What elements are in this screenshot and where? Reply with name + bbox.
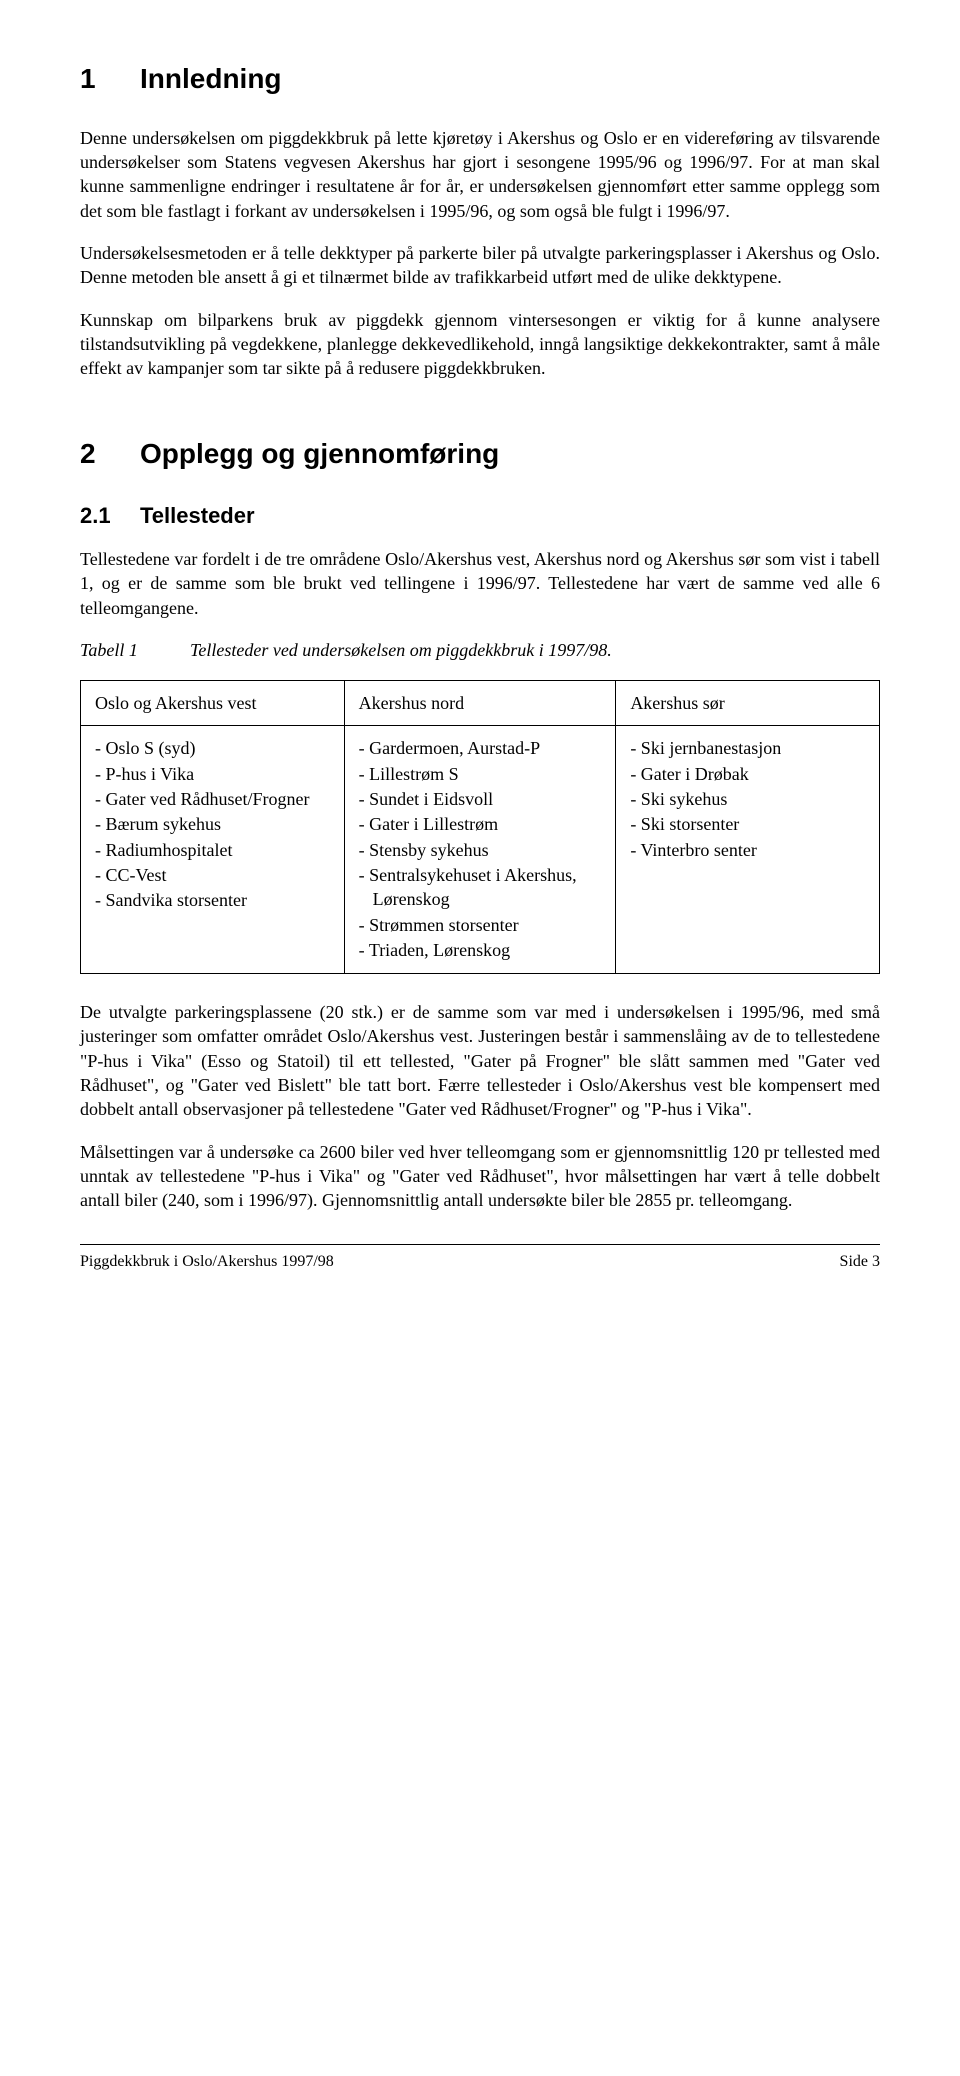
heading-1-title: Opplegg og gjennomføring <box>140 435 499 473</box>
list-item: - P-hus i Vika <box>95 762 330 786</box>
page-footer: Piggdekkbruk i Oslo/Akershus 1997/98 Sid… <box>80 1244 880 1273</box>
list-item: - Sandvika storsenter <box>95 888 330 912</box>
heading-1-innledning: 1 Innledning <box>80 60 880 98</box>
table-header-row: Oslo og Akershus vest Akershus nord Aker… <box>81 681 880 726</box>
list-item: - Triaden, Lørenskog <box>359 938 602 962</box>
heading-2-number: 2.1 <box>80 501 140 531</box>
paragraph: Tellestedene var fordelt i de tre område… <box>80 547 880 620</box>
table-cell: - Ski jernbanestasjon - Gater i Drøbak -… <box>616 726 880 974</box>
location-list: - Oslo S (syd) - P-hus i Vika - Gater ve… <box>95 736 330 912</box>
table-cell: - Oslo S (syd) - P-hus i Vika - Gater ve… <box>81 726 345 974</box>
heading-2-tellesteder: 2.1 Tellesteder <box>80 501 880 531</box>
table-row: - Oslo S (syd) - P-hus i Vika - Gater ve… <box>81 726 880 974</box>
table-caption: Tabell 1 Tellesteder ved undersøkelsen o… <box>80 638 880 662</box>
paragraph: Undersøkelsesmetoden er å telle dekktype… <box>80 241 880 290</box>
list-item: - Strømmen storsenter <box>359 913 602 937</box>
list-item: - Oslo S (syd) <box>95 736 330 760</box>
heading-1-title: Innledning <box>140 60 282 98</box>
list-item: - Sundet i Eidsvoll <box>359 787 602 811</box>
list-item: - Gardermoen, Aurstad-P <box>359 736 602 760</box>
table-cell: - Gardermoen, Aurstad-P - Lillestrøm S -… <box>344 726 616 974</box>
footer-title: Piggdekkbruk i Oslo/Akershus 1997/98 <box>80 1251 334 1273</box>
paragraph: De utvalgte parkeringsplassene (20 stk.)… <box>80 1000 880 1121</box>
paragraph: Kunnskap om bilparkens bruk av piggdekk … <box>80 308 880 381</box>
list-item: - Vinterbro senter <box>630 838 865 862</box>
list-item: - Bærum sykehus <box>95 812 330 836</box>
list-item: - CC-Vest <box>95 863 330 887</box>
list-item: - Gater ved Rådhuset/Frogner <box>95 787 330 811</box>
heading-1-opplegg: 2 Opplegg og gjennomføring <box>80 435 880 473</box>
list-item: - Radiumhospitalet <box>95 838 330 862</box>
list-item: - Ski jernbanestasjon <box>630 736 865 760</box>
list-item: - Sentralsykehuset i Akershus, Lørenskog <box>359 863 602 912</box>
table-header-cell: Oslo og Akershus vest <box>81 681 345 726</box>
paragraph: Målsettingen var å undersøke ca 2600 bil… <box>80 1140 880 1213</box>
paragraph: Denne undersøkelsen om piggdekkbruk på l… <box>80 126 880 223</box>
location-list: - Ski jernbanestasjon - Gater i Drøbak -… <box>630 736 865 861</box>
table-header-cell: Akershus sør <box>616 681 880 726</box>
locations-table: Oslo og Akershus vest Akershus nord Aker… <box>80 680 880 974</box>
heading-2-title: Tellesteder <box>140 501 255 531</box>
list-item: - Gater i Drøbak <box>630 762 865 786</box>
location-list: - Gardermoen, Aurstad-P - Lillestrøm S -… <box>359 736 602 962</box>
footer-page-number: Side 3 <box>840 1251 880 1273</box>
list-item: - Stensby sykehus <box>359 838 602 862</box>
table-caption-label: Tabell 1 <box>80 638 190 662</box>
list-item: - Ski storsenter <box>630 812 865 836</box>
heading-1-number: 2 <box>80 435 140 473</box>
table-header-cell: Akershus nord <box>344 681 616 726</box>
heading-1-number: 1 <box>80 60 140 98</box>
list-item: - Gater i Lillestrøm <box>359 812 602 836</box>
list-item: - Lillestrøm S <box>359 762 602 786</box>
table-caption-text: Tellesteder ved undersøkelsen om piggdek… <box>190 638 612 662</box>
list-item: - Ski sykehus <box>630 787 865 811</box>
